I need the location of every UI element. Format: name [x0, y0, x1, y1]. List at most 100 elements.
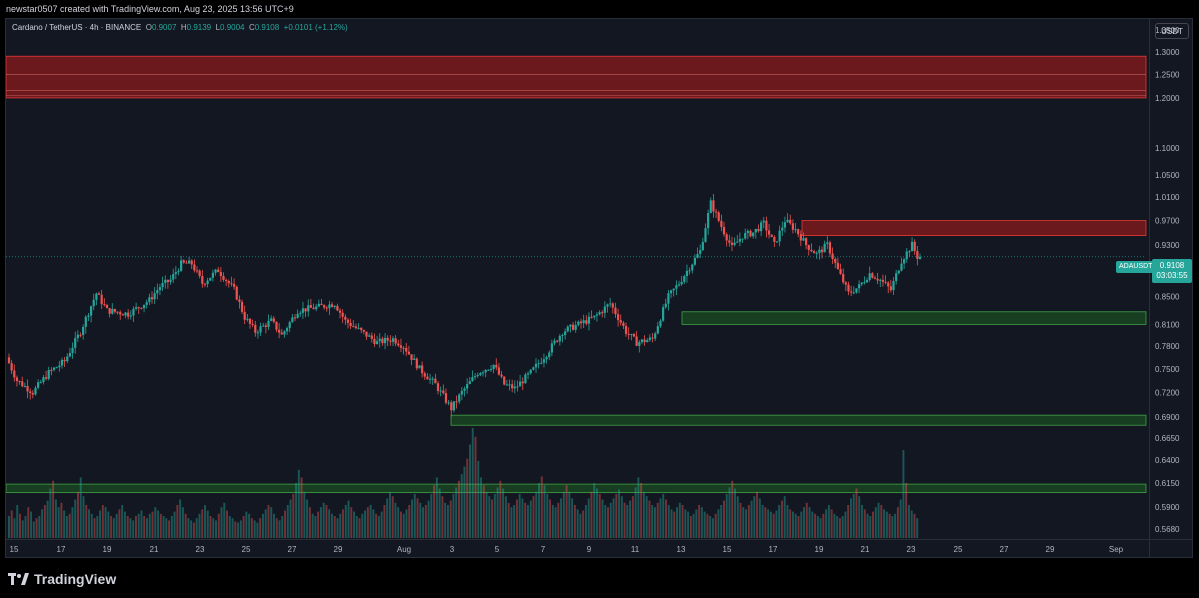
volume-bar: [513, 505, 516, 538]
volume-bar: [659, 498, 662, 538]
time-tick-label: 19: [103, 545, 112, 554]
bar-countdown: 03:03:55: [1156, 271, 1188, 280]
candle-body: [18, 381, 21, 383]
candle-body: [857, 284, 861, 289]
volume-bar: [416, 498, 419, 538]
volume-bar: [231, 518, 234, 538]
volume-bar: [402, 513, 405, 538]
volume-bar: [767, 509, 770, 538]
candle-body: [627, 333, 630, 335]
volume-bar: [209, 516, 212, 538]
candle-body: [818, 249, 821, 253]
volume-bar: [264, 509, 267, 538]
volume-bar: [123, 511, 126, 538]
candle-body: [590, 316, 593, 318]
candle-body: [185, 262, 188, 264]
volume-bar: [703, 511, 706, 538]
time-tick-label: 19: [815, 545, 824, 554]
chart-frame[interactable]: 1.3500 1.3000 1.2500 1.2000 1.1000 1.0500 1.01…: [5, 18, 1193, 558]
volume-bar: [394, 502, 397, 538]
time-tick-label: 29: [334, 545, 343, 554]
candle-body: [664, 303, 667, 308]
volume-bar: [353, 511, 356, 538]
tradingview-logo[interactable]: TradingView: [8, 568, 116, 590]
candle-body: [516, 386, 519, 388]
last-price-value: 0.9108: [1159, 261, 1185, 270]
time-tick-label: 23: [907, 545, 916, 554]
candle-body: [460, 390, 463, 395]
candle-body: [34, 387, 37, 395]
volume-bar: [27, 507, 30, 538]
candle-body: [564, 331, 567, 336]
volume-bar: [869, 516, 872, 538]
volume-bar: [676, 507, 678, 538]
volume-bar: [162, 516, 165, 538]
candle-body: [137, 307, 140, 309]
volume-bar: [344, 505, 347, 538]
symbol-label[interactable]: Cardano / TetherUS · 4h · BINANCE: [12, 23, 142, 32]
volume-bar: [79, 477, 82, 538]
volume-bar: [540, 476, 543, 538]
change-value: +0.0101 (+1.12%): [283, 23, 348, 32]
volume-bar: [292, 494, 295, 538]
volume-bar: [24, 516, 27, 538]
volume-bar: [267, 505, 270, 538]
volume-bar: [184, 513, 187, 538]
candle-body: [243, 311, 246, 320]
time-tick-label: Aug: [397, 545, 411, 554]
volume-bar: [551, 505, 554, 538]
volume-bar: [74, 499, 77, 538]
volume-bar: [104, 507, 107, 538]
price-tick-label: 1.1000: [1155, 144, 1180, 153]
candle-body: [545, 357, 548, 360]
volume-bar: [601, 499, 604, 538]
volume-bar: [126, 516, 129, 538]
time-tick-label: 17: [769, 545, 778, 554]
candle-body: [132, 308, 135, 316]
volume-bar: [322, 502, 325, 538]
volume-bar: [515, 499, 518, 538]
volume-bar: [814, 513, 817, 538]
candle-body: [900, 263, 903, 271]
volume-bar: [433, 485, 436, 538]
volume-bar: [874, 507, 877, 538]
volume-bar: [460, 474, 463, 538]
price-chart[interactable]: 1.3500 1.3000 1.2500 1.2000 1.1000 1.0500 1.01…: [6, 19, 1192, 557]
volume-bar: [82, 496, 85, 538]
price-tick-label: 0.7800: [1155, 342, 1180, 351]
candle-body: [325, 307, 328, 309]
high-value: 0.9139: [186, 23, 212, 32]
volume-bar: [725, 494, 728, 538]
volume-bar: [168, 520, 171, 538]
volume-bar: [783, 496, 786, 538]
candle-body: [582, 320, 585, 324]
volume-bar: [325, 505, 328, 538]
volume-bar: [571, 498, 574, 538]
candle-body: [399, 345, 403, 348]
candle-body: [211, 272, 215, 278]
volume-bar: [424, 505, 427, 538]
candle-body: [180, 260, 183, 271]
candle-body: [66, 356, 69, 362]
volume-bar: [825, 509, 828, 538]
volume-bar: [692, 513, 695, 538]
candle-body: [195, 270, 199, 272]
time-tick-label: 7: [541, 545, 546, 554]
volume-bar: [339, 513, 342, 538]
last-price-tag: 0.9108 03:03:55: [1152, 259, 1192, 283]
volume-bar: [709, 516, 712, 538]
volume-bar: [187, 518, 190, 538]
candle-body: [842, 273, 845, 283]
currency-button[interactable]: USDT: [1155, 23, 1189, 39]
candle-body: [455, 401, 458, 403]
candle-body: [97, 293, 101, 295]
candle-body: [113, 308, 117, 312]
candle-body: [262, 325, 265, 327]
candle-body: [908, 251, 911, 253]
volume-bar: [195, 518, 198, 538]
candle-body: [68, 352, 72, 357]
time-tick-label: 13: [677, 545, 686, 554]
candle-body: [738, 238, 742, 242]
candle-body: [662, 307, 665, 321]
candle-body: [828, 242, 832, 254]
